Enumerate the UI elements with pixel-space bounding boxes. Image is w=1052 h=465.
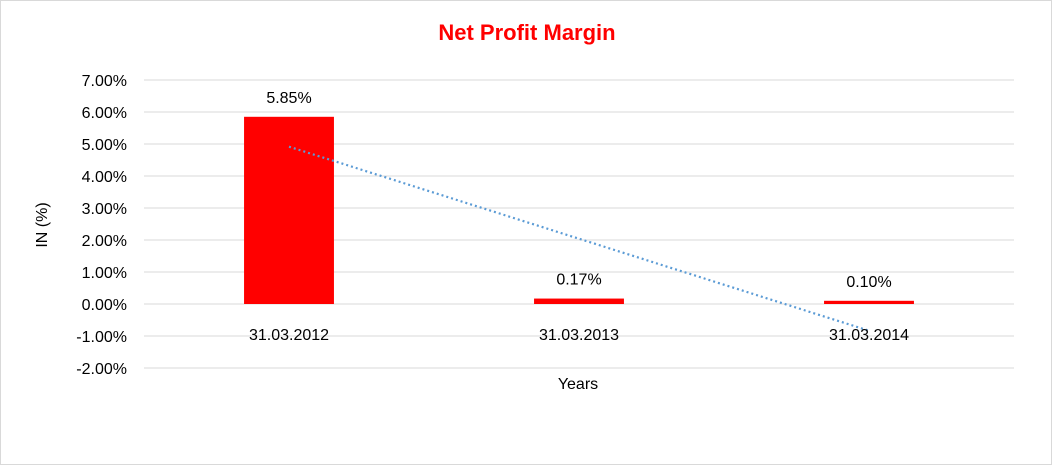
y-tick-label: 5.00% <box>82 137 127 154</box>
bars <box>244 116 914 304</box>
y-axis-ticks: 7.00% 6.00% 5.00% 4.00% 3.00% 2.00% 1.00% 0.00%… <box>76 73 127 378</box>
trendline-path <box>288 145 870 332</box>
data-labels: 5.85% 0.17% 0.10% <box>266 90 891 291</box>
x-tick-label: 31.03.2013 <box>539 327 619 344</box>
x-axis-title: Years <box>558 376 598 393</box>
x-tick-label: 31.03.2012 <box>249 327 329 344</box>
bar-data-label: 0.17% <box>556 272 601 289</box>
y-tick-label: 4.00% <box>82 169 127 186</box>
y-tick-label: 2.00% <box>82 233 127 250</box>
x-axis-ticks: 31.03.2012 31.03.2013 31.03.2014 <box>249 327 909 344</box>
trendline <box>288 145 870 332</box>
bar-data-label: 5.85% <box>266 90 311 107</box>
y-tick-label: 1.00% <box>82 265 127 282</box>
y-tick-label: 6.00% <box>82 105 127 122</box>
y-tick-label: 0.00% <box>82 297 127 314</box>
bar-data-label: 0.10% <box>846 274 891 291</box>
bar <box>244 116 334 304</box>
y-axis-title: IN (%) <box>34 202 51 247</box>
y-tick-label: 3.00% <box>82 201 127 218</box>
y-tick-label: -2.00% <box>76 361 127 378</box>
y-tick-label: -1.00% <box>76 329 127 346</box>
y-tick-label: 7.00% <box>82 73 127 90</box>
chart-title: Net Profit Margin <box>438 20 615 45</box>
bar <box>824 300 914 304</box>
bar <box>534 298 624 304</box>
x-tick-label: 31.03.2014 <box>829 327 909 344</box>
